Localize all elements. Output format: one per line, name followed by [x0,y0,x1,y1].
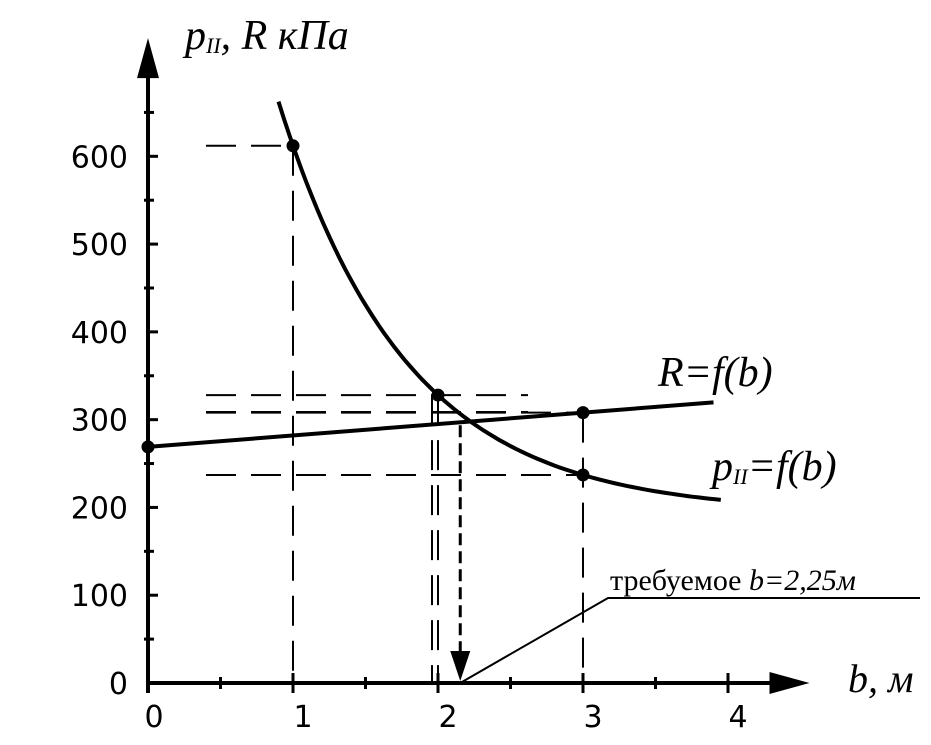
y-axis-arrow [137,38,159,79]
x-axis-arrow [769,672,810,694]
data-point-r [576,406,590,420]
guide-lines [206,144,584,683]
y-tick-label: 300 [71,404,128,439]
annotation-group [450,425,920,684]
y-tick-label: 200 [71,491,128,526]
annotation-leader-line [459,597,920,684]
tick-marks [144,110,730,693]
x-tick-label: 0 [144,700,163,735]
y-axis-title: pII, R кПа [182,13,349,59]
y-tick-label: 100 [71,579,128,614]
intersection-arrow-head [450,651,471,681]
x-axis-title: b, м [848,656,914,701]
y-tick-label: 600 [71,140,128,175]
data-point-p [576,468,590,482]
x-tick-label: 1 [293,700,312,735]
data-point-p [431,388,445,402]
x-tick-label: 3 [583,700,602,735]
x-tick-label: 2 [438,700,457,735]
series-label-p: pII=f(b) [709,444,837,490]
series-group [147,100,722,502]
series-line-p [276,100,722,502]
data-point-r [141,440,155,454]
axes [137,38,810,694]
y-tick-label: 500 [71,228,128,263]
y-tick-label: 0 [109,667,128,702]
tick-labels: 0 1 2 3 4 0 100 200 300 400 500 600 [71,140,748,735]
series-line-r [147,400,714,449]
y-tick-label: 400 [71,316,128,351]
data-point-p [286,139,300,153]
x-tick-label: 4 [728,700,747,735]
series-label-r: R=f(b) [657,350,773,396]
data-points [141,139,590,482]
annotation-label: требуемое b=2,25м [610,564,856,597]
